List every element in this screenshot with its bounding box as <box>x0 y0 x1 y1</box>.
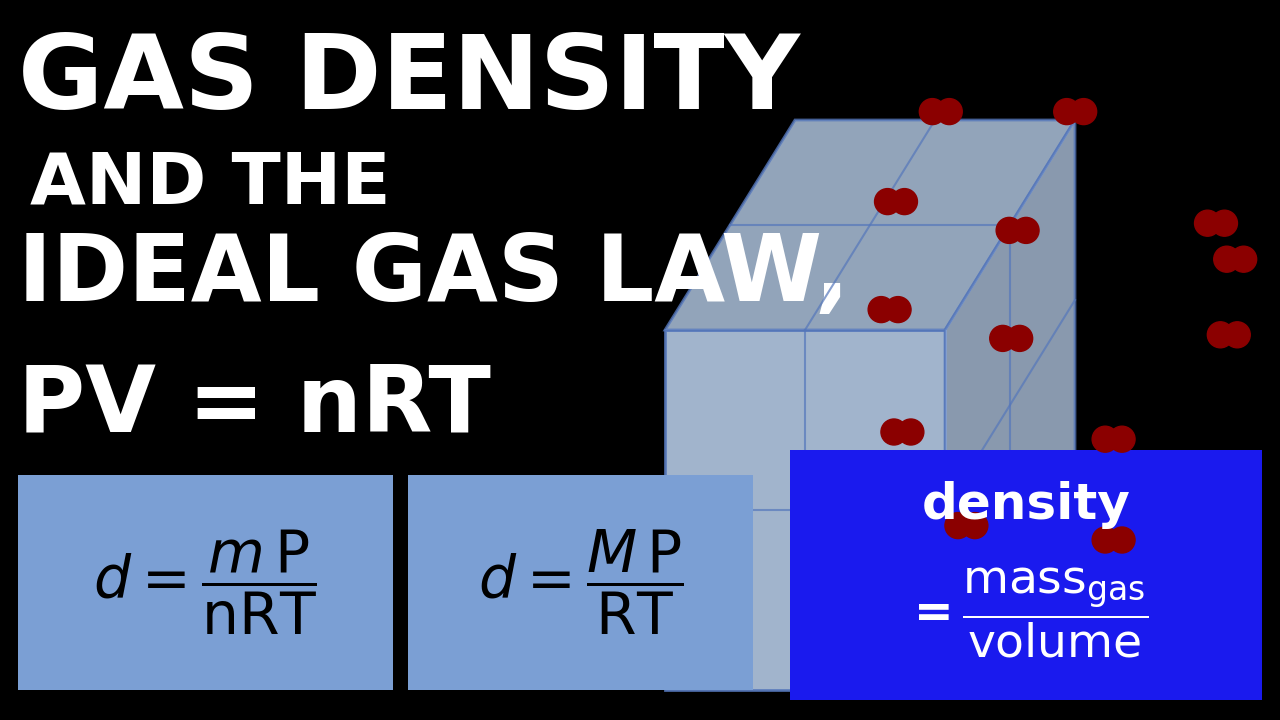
Circle shape <box>1070 99 1097 125</box>
Text: IDEAL GAS LAW,: IDEAL GAS LAW, <box>18 230 850 320</box>
Circle shape <box>1108 527 1135 553</box>
Circle shape <box>1092 426 1119 452</box>
Circle shape <box>1092 527 1119 553</box>
Circle shape <box>1194 210 1221 236</box>
Text: $\mathbf{=} \dfrac{\mathrm{mass}_{\mathrm{gas}}}{\mathrm{volume}}$: $\mathbf{=} \dfrac{\mathrm{mass}_{\mathr… <box>904 565 1148 660</box>
Circle shape <box>945 513 972 539</box>
Circle shape <box>891 189 918 215</box>
Polygon shape <box>666 330 945 690</box>
Circle shape <box>1006 325 1033 351</box>
Circle shape <box>1224 322 1251 348</box>
FancyBboxPatch shape <box>790 450 1262 700</box>
Circle shape <box>874 189 901 215</box>
FancyBboxPatch shape <box>408 475 753 690</box>
Circle shape <box>881 419 908 445</box>
Text: GAS DENSITY: GAS DENSITY <box>18 30 800 131</box>
Text: $\mathit{d} = \dfrac{\mathit{M}\,\mathrm{P}}{\mathrm{RT}}$: $\mathit{d} = \dfrac{\mathit{M}\,\mathrm… <box>477 528 684 637</box>
Circle shape <box>868 297 895 323</box>
Circle shape <box>1053 99 1080 125</box>
Text: $\mathit{d} = \dfrac{\mathit{m}\,\mathrm{P}}{\mathrm{nRT}}$: $\mathit{d} = \dfrac{\mathit{m}\,\mathrm… <box>93 528 317 637</box>
Circle shape <box>897 419 924 445</box>
Text: AND THE: AND THE <box>29 150 390 219</box>
Circle shape <box>919 99 946 125</box>
Polygon shape <box>945 120 1075 690</box>
Circle shape <box>1108 426 1135 452</box>
Circle shape <box>989 325 1016 351</box>
FancyBboxPatch shape <box>18 475 393 690</box>
Text: density: density <box>922 481 1130 529</box>
Circle shape <box>884 297 911 323</box>
Circle shape <box>1230 246 1257 272</box>
Circle shape <box>936 99 963 125</box>
Circle shape <box>1012 217 1039 243</box>
Circle shape <box>1207 322 1234 348</box>
Circle shape <box>996 217 1023 243</box>
Circle shape <box>961 513 988 539</box>
Circle shape <box>1211 210 1238 236</box>
Polygon shape <box>666 120 1075 330</box>
Text: PV = nRT: PV = nRT <box>18 360 490 450</box>
Circle shape <box>1213 246 1240 272</box>
